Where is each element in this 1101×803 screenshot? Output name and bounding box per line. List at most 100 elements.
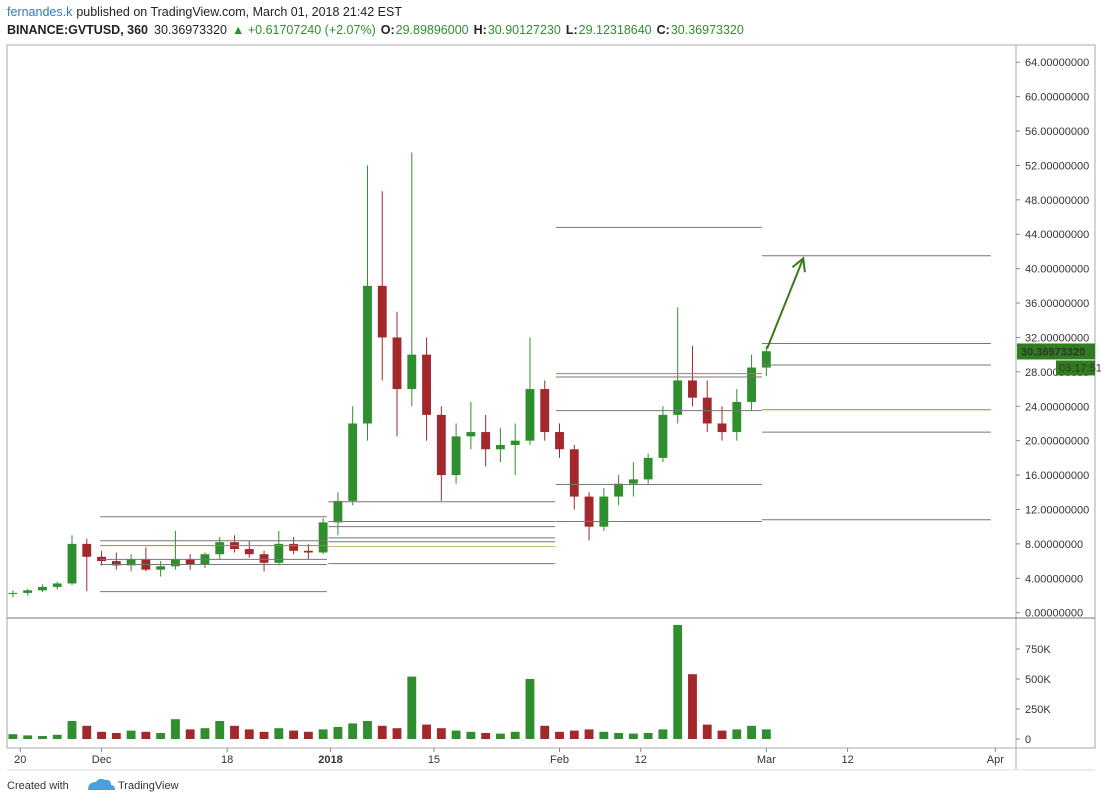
arrow <box>766 256 806 350</box>
volume-bar <box>643 733 653 739</box>
candle-body <box>495 444 505 450</box>
x-tick-label: 2018 <box>318 754 342 766</box>
ohlc-label: H: <box>474 23 487 37</box>
candle-body <box>761 351 771 368</box>
volume-bar <box>702 724 712 739</box>
candle-body <box>38 586 47 591</box>
candle-body <box>348 423 358 501</box>
ohlc-label: C: <box>657 23 670 37</box>
candle-body <box>628 479 638 484</box>
candle-body <box>244 549 254 555</box>
last-price-box <box>1017 343 1095 360</box>
volume-bar <box>333 727 343 739</box>
candle-body <box>23 590 33 593</box>
candle-body <box>569 449 579 497</box>
volume-bar <box>717 730 727 739</box>
y-tick-label: 4.00000000 <box>1025 573 1083 585</box>
candle-body <box>451 436 461 476</box>
volume-bar <box>466 731 476 739</box>
ohlc-value: 30.90127230 <box>488 23 561 37</box>
y-tick-label: 60.00000000 <box>1025 92 1089 104</box>
volume-bar <box>170 719 180 739</box>
candle-body <box>274 543 284 563</box>
author[interactable]: fernandes.k <box>7 5 73 19</box>
candle-body <box>259 554 269 563</box>
y-tick-label: 48.00000000 <box>1025 195 1089 207</box>
volume-bar <box>540 725 550 739</box>
frame <box>6 44 1096 749</box>
candle-body <box>363 285 372 424</box>
candle-body <box>747 367 756 402</box>
volume-bar <box>244 729 254 739</box>
volume-bar <box>451 730 461 739</box>
volume-bar <box>289 730 299 739</box>
volume-bar <box>584 729 594 739</box>
candle-body <box>717 423 727 433</box>
candle-body <box>126 559 136 566</box>
volume-bar <box>377 725 387 739</box>
candle-body <box>525 389 535 441</box>
ohlc-label: L: <box>566 23 578 37</box>
x-tick-label: 18 <box>221 754 233 766</box>
volume-bar <box>599 731 609 739</box>
candle-body <box>481 432 491 450</box>
volume-bar <box>23 735 33 739</box>
candle-body <box>185 559 195 565</box>
volume-bar <box>392 728 402 739</box>
candle-body <box>156 566 166 570</box>
candle-body <box>540 389 550 433</box>
candle-body <box>422 354 431 415</box>
y-tick-label: 56.00000000 <box>1025 126 1089 138</box>
footer-brand[interactable]: TradingView <box>118 780 179 792</box>
x-tick-label: 15 <box>428 754 440 766</box>
logo <box>88 778 115 790</box>
x-tick-label: 12 <box>841 754 853 766</box>
symbol: BINANCE:GVTUSD, 360 <box>7 23 148 37</box>
candle-body <box>392 337 402 390</box>
last: 30.36973320 <box>154 23 227 37</box>
candle-body <box>658 414 668 458</box>
volume-bar <box>141 731 151 739</box>
volume-bar <box>126 730 136 739</box>
candle-body <box>688 380 697 398</box>
y-tick-label: 500K <box>1025 674 1051 686</box>
y-tick-label: 40.00000000 <box>1025 264 1089 276</box>
volume-bar <box>436 728 446 739</box>
volume-bar <box>274 728 284 739</box>
x-tick-label: Dec <box>92 754 112 766</box>
volume-bar <box>688 674 697 739</box>
volume-bar <box>185 729 195 739</box>
volume-bar <box>481 733 491 739</box>
volume-bar <box>673 625 683 739</box>
volume-bar <box>303 731 313 739</box>
volume-bar <box>732 729 742 739</box>
ohlc-value: 29.12318640 <box>579 23 652 37</box>
volume-bar <box>510 731 520 739</box>
volume-bar <box>761 729 771 739</box>
candle-body <box>599 496 609 527</box>
header-line-2: BINANCE:GVTUSD, 360 30.36973320 ▲ +0.61707… <box>7 23 744 37</box>
volume-bar <box>628 733 638 739</box>
candle-body <box>555 432 564 450</box>
candle-body <box>170 559 180 567</box>
volume-bar <box>38 736 47 739</box>
volume-bar <box>495 733 505 739</box>
candle-body <box>643 457 653 480</box>
candle-body <box>82 543 92 557</box>
timer-box <box>1056 360 1095 376</box>
volume-bar <box>422 724 431 739</box>
y-tick-label: 0 <box>1025 734 1031 746</box>
candle-body <box>584 496 594 527</box>
candle-body <box>466 432 476 437</box>
candle-body <box>510 440 520 445</box>
y-tick-label: 750K <box>1025 644 1051 656</box>
volume-bar <box>111 733 121 739</box>
y-tick-label: 24.00000000 <box>1025 401 1089 413</box>
candle-body <box>732 401 742 433</box>
volume-bar <box>259 731 269 739</box>
ohlc-value: 29.89896000 <box>396 23 469 37</box>
x-tick-label: Feb <box>550 754 569 766</box>
volume-bar <box>52 734 62 739</box>
